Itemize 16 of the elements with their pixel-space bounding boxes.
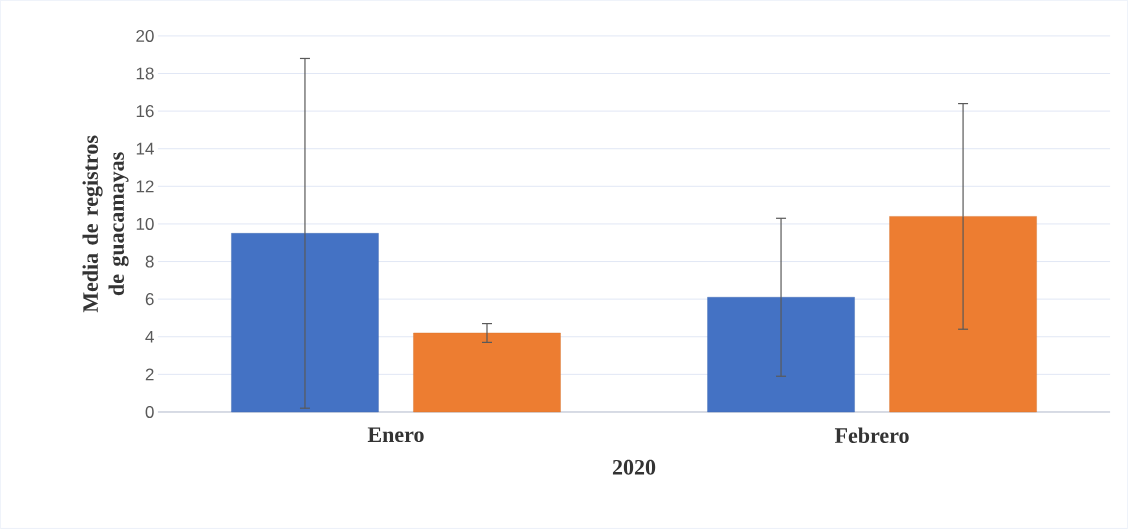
y-axis-title: Media de registros de guacamayas: [82, 135, 129, 313]
y-tick-label: 4: [145, 330, 154, 343]
y-tick-label: 14: [136, 142, 154, 155]
y-tick-label: 12: [136, 180, 154, 193]
y-tick-label: 10: [136, 217, 154, 231]
y-tick-label: 20: [136, 29, 154, 42]
x-axis-title: 2020: [612, 459, 656, 475]
y-tick-label: 0: [145, 406, 154, 419]
y-tick-label: 8: [145, 255, 154, 268]
y-tick-label: 16: [136, 105, 154, 118]
bar: [413, 332, 561, 413]
y-tick-label: 6: [145, 293, 154, 306]
y-tick-label: 18: [136, 67, 154, 80]
x-tick-label: Enero: [367, 427, 424, 443]
y-tick-label: 2: [145, 368, 154, 381]
x-tick-label: Febrero: [834, 427, 909, 444]
